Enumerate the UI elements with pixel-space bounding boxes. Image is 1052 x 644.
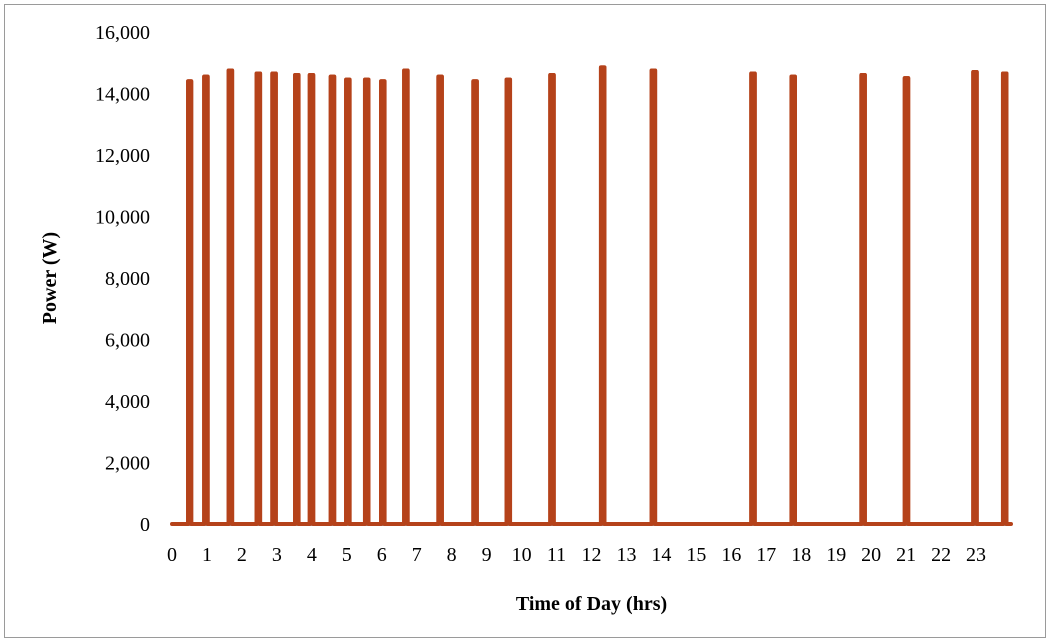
y-tick-label: 6,000 — [105, 330, 150, 352]
x-tick-label: 20 — [861, 544, 881, 566]
power-pulse — [859, 73, 867, 525]
x-tick-label: 1 — [202, 544, 212, 566]
power-pulse — [379, 79, 387, 524]
y-tick-label: 14,000 — [95, 84, 150, 106]
y-tick-label: 0 — [140, 514, 150, 536]
power-pulse — [307, 73, 316, 525]
y-tick-label: 2,000 — [105, 453, 150, 475]
x-axis-title: Time of Day (hrs) — [516, 593, 667, 615]
x-tick-label: 6 — [377, 544, 387, 566]
power-series — [170, 65, 1013, 526]
power-pulse — [649, 68, 658, 524]
x-tick-label: 2 — [237, 544, 247, 566]
power-pulse — [749, 71, 757, 524]
y-axis-title: Power (W) — [39, 232, 61, 324]
power-pulse — [1000, 71, 1009, 524]
x-tick-label: 10 — [512, 544, 532, 566]
power-pulse — [402, 68, 410, 524]
x-tick-label: 11 — [547, 544, 566, 566]
x-tick-label: 12 — [582, 544, 602, 566]
x-tick-label: 13 — [616, 544, 636, 566]
power-pulse — [254, 71, 263, 524]
power-pulse — [362, 77, 371, 524]
power-pulse — [293, 73, 301, 525]
y-tick-label: 4,000 — [105, 391, 150, 413]
power-pulse — [971, 69, 979, 524]
x-tick-label: 23 — [966, 544, 986, 566]
x-tick-label: 3 — [272, 544, 282, 566]
y-tick-label: 10,000 — [95, 207, 150, 229]
power-pulse — [504, 77, 513, 524]
x-tick-label: 7 — [412, 544, 422, 566]
x-tick-label: 14 — [651, 544, 671, 566]
y-axis-ticks: 0 2,000 4,000 6,000 8,000 10,000 12,000 14,000 1… — [95, 22, 150, 536]
power-pulse — [186, 79, 194, 524]
x-tick-label: 15 — [686, 544, 706, 566]
x-tick-label: 4 — [307, 544, 317, 566]
power-pulse — [226, 68, 235, 524]
power-pulse — [789, 74, 797, 525]
power-pulse — [548, 73, 556, 525]
x-tick-label: 22 — [931, 544, 951, 566]
x-tick-label: 17 — [756, 544, 776, 566]
x-tick-label: 21 — [896, 544, 916, 566]
x-axis-ticks: 0 1 2 3 4 5 6 7 8 9 10 11 12 13 14 15 16 17 18 19 20 21 22 23 — [167, 544, 986, 566]
x-tick-label: 18 — [791, 544, 811, 566]
x-tick-label: 16 — [721, 544, 741, 566]
power-pulse — [471, 79, 479, 524]
x-tick-label: 5 — [342, 544, 352, 566]
power-line — [170, 65, 1013, 526]
x-tick-label: 0 — [167, 544, 177, 566]
power-pulse — [902, 76, 911, 524]
y-tick-label: 16,000 — [95, 22, 150, 44]
power-pulse — [270, 71, 278, 524]
power-pulse — [202, 74, 210, 525]
power-pulse — [436, 74, 444, 525]
x-tick-label: 19 — [826, 544, 846, 566]
y-tick-label: 12,000 — [95, 145, 150, 167]
power-pulse — [344, 77, 352, 524]
x-tick-label: 9 — [482, 544, 492, 566]
power-pulse — [598, 65, 607, 525]
power-pulse — [328, 74, 337, 525]
y-tick-label: 8,000 — [105, 268, 150, 290]
chart-frame — [4, 4, 1046, 638]
x-tick-label: 8 — [447, 544, 457, 566]
